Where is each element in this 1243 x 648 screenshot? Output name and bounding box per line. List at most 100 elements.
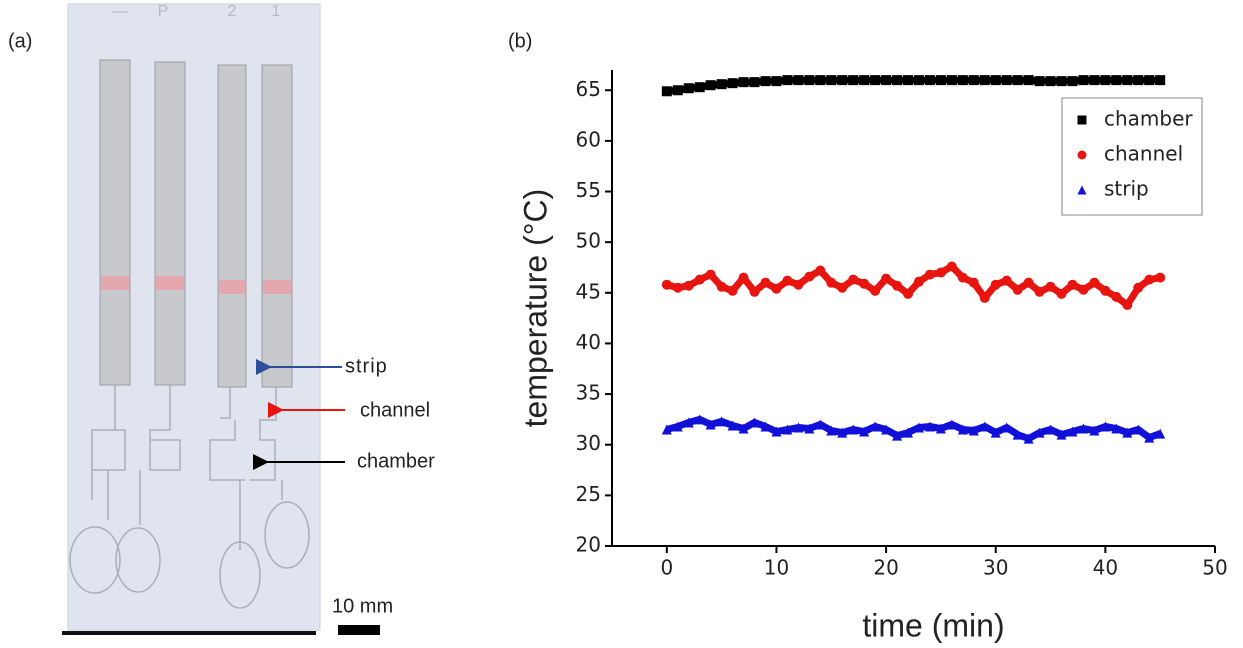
marker (870, 285, 881, 296)
marker (815, 419, 826, 430)
marker (1089, 425, 1100, 436)
y-tick-label: 50 (576, 229, 601, 253)
marker (957, 272, 968, 283)
marker (661, 86, 672, 97)
y-tick-label: 65 (576, 77, 601, 101)
marker (957, 424, 968, 435)
marker (892, 280, 903, 291)
marker (913, 276, 924, 287)
strip-label: 1 (272, 3, 281, 20)
y-axis-label: temperature (°C) (517, 189, 553, 428)
marker (935, 75, 946, 86)
marker (1034, 76, 1045, 87)
y-tick-label: 20 (576, 533, 601, 557)
marker (990, 279, 1001, 290)
marker (957, 75, 968, 86)
marker (1067, 76, 1078, 87)
marker (793, 422, 804, 433)
marker (1078, 423, 1089, 434)
marker (1056, 429, 1067, 440)
marker (924, 269, 935, 280)
marker (1023, 277, 1034, 288)
marker (672, 85, 683, 96)
marker (760, 277, 771, 288)
marker (1100, 75, 1111, 86)
marker (804, 423, 815, 434)
marker (848, 274, 859, 285)
marker (1122, 427, 1133, 438)
x-tick-label: 0 (660, 556, 673, 580)
marker (903, 75, 914, 86)
marker (1144, 274, 1155, 285)
marker (903, 427, 914, 438)
marker (903, 288, 914, 299)
marker (1078, 284, 1089, 295)
marker (705, 269, 716, 280)
x-tick-label: 20 (873, 556, 898, 580)
test-lines (101, 276, 291, 294)
strip-label: 2 (228, 3, 237, 20)
marker (727, 420, 738, 431)
marker (705, 80, 716, 91)
marker (793, 75, 804, 86)
marker (859, 278, 870, 289)
marker (782, 424, 793, 435)
marker (848, 424, 859, 435)
strip-label: — (112, 3, 128, 20)
marker (892, 430, 903, 441)
marker (738, 77, 749, 88)
legend-label: strip (1104, 177, 1149, 201)
marker (1111, 75, 1122, 86)
marker (683, 83, 694, 94)
marker (771, 426, 782, 437)
scale-bar-label: 10 mm (332, 595, 393, 617)
marker (870, 421, 881, 432)
marker (1089, 75, 1100, 86)
marker (913, 422, 924, 433)
marker (1111, 291, 1122, 302)
marker (661, 424, 672, 435)
marker (1001, 75, 1012, 86)
marker (1122, 75, 1133, 86)
panel-label: (a) (8, 30, 32, 52)
marker (738, 272, 749, 283)
marker (694, 82, 705, 93)
x-tick-label: 40 (1093, 556, 1118, 580)
marker (749, 286, 760, 297)
marker (804, 75, 815, 86)
marker (826, 277, 837, 288)
marker (859, 426, 870, 437)
marker (837, 282, 848, 293)
marker (716, 416, 727, 427)
marker (782, 275, 793, 286)
marker (1100, 421, 1111, 432)
marker (1012, 429, 1023, 440)
marker (826, 425, 837, 436)
marker (1100, 285, 1111, 296)
marker (1077, 115, 1087, 125)
marker (881, 75, 892, 86)
marker (760, 76, 771, 87)
marker (837, 75, 848, 86)
marker (1122, 299, 1133, 310)
marker (837, 427, 848, 438)
marker (1056, 76, 1067, 87)
annotation: strip (345, 355, 388, 377)
channels (69, 385, 310, 609)
marker (661, 279, 672, 290)
marker (1067, 279, 1078, 290)
marker (1001, 275, 1012, 286)
marker (968, 425, 979, 436)
marker (1001, 422, 1012, 433)
marker (979, 292, 990, 303)
marker (968, 277, 979, 288)
x-tick-label: 30 (983, 556, 1008, 580)
marker (1078, 75, 1089, 86)
marker (771, 283, 782, 294)
marker (1133, 424, 1144, 435)
x-tick-label: 10 (764, 556, 789, 580)
marker (771, 76, 782, 87)
marker (859, 75, 870, 86)
marker (1155, 272, 1166, 283)
marker (1144, 432, 1155, 443)
